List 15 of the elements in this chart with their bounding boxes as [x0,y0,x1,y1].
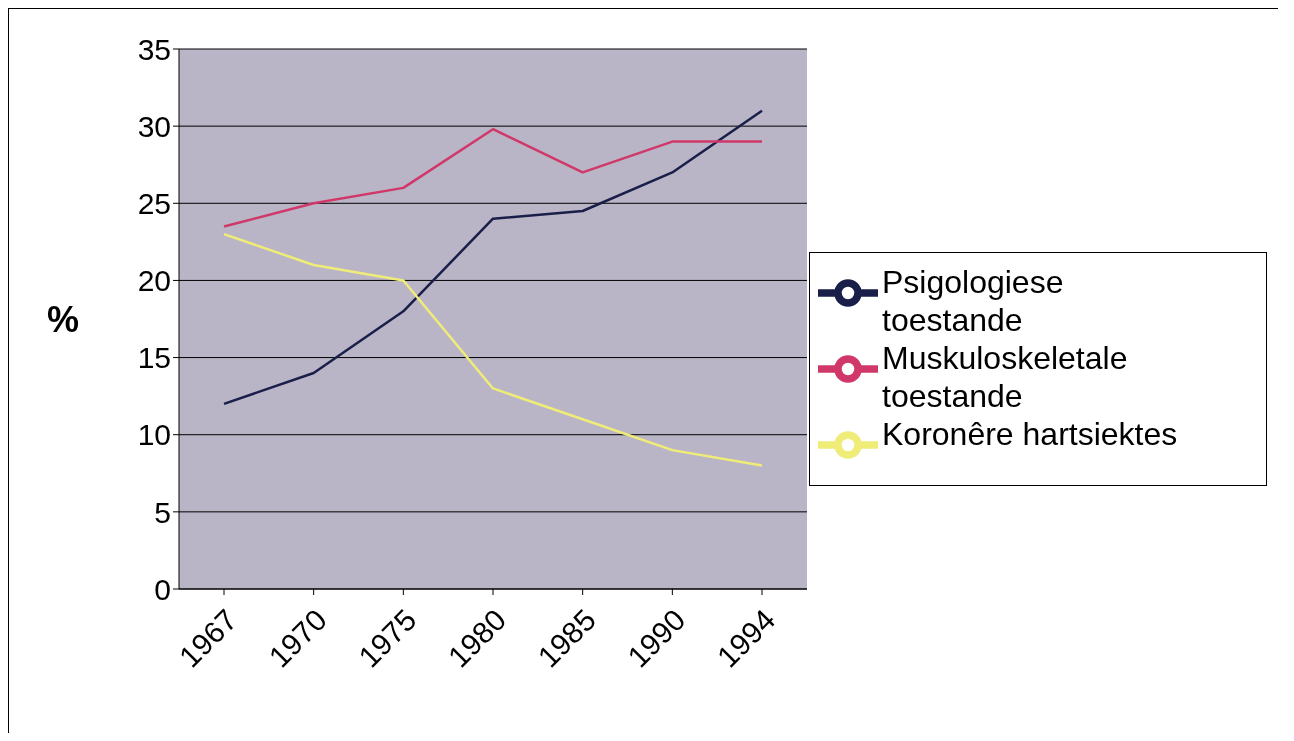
y-tick-label: 30 [137,109,171,143]
line-series [222,232,764,467]
y-tick-label: 35 [137,32,171,66]
line-series [222,127,764,228]
y-axis-title: % [46,298,79,340]
legend-label: Psigologiese toestande [882,263,1065,339]
legend-label: Muskuloskeletale toestande [882,339,1129,415]
y-tick-label: 10 [137,418,171,452]
y-tick-label: 5 [154,495,171,529]
y-tick-label: 20 [137,264,171,298]
y-tick-label: 25 [137,186,171,220]
line-series [222,109,764,406]
legend-label: Koronêre hartsiektes [882,415,1179,453]
y-tick-label: 0 [154,572,171,606]
y-tick-label: 15 [137,341,171,375]
